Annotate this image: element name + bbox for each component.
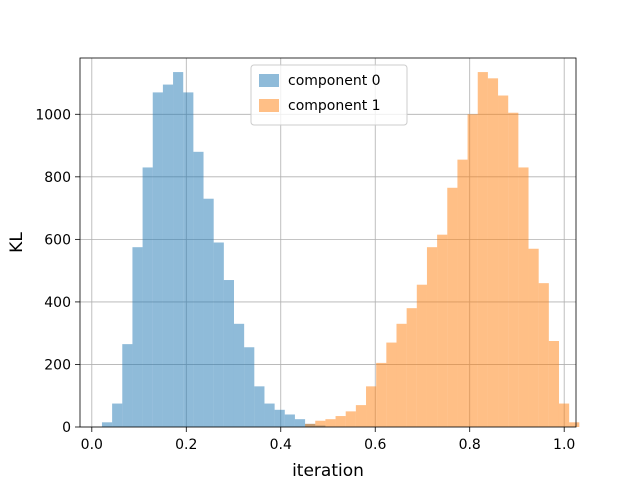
axis-ticks: 0.0 0.2 0.4 0.6 0.8 1.0 0 200 400 600 800 1000 — [35, 107, 575, 453]
histogram-bar-series-1 — [325, 419, 336, 427]
histogram-bar-series-1 — [487, 78, 499, 428]
histogram-bar-series-1 — [315, 420, 326, 427]
histogram-bar-series-1 — [366, 386, 377, 427]
histogram-bar-series-1 — [416, 284, 427, 427]
histogram-bar-series-1 — [518, 167, 529, 427]
y-tick-label: 800 — [44, 170, 71, 186]
histogram-bar-series-0 — [101, 422, 113, 427]
histogram-bar-series-0 — [122, 344, 133, 427]
histogram-bar-series-1 — [305, 423, 316, 427]
x-axis-label: iteration — [292, 461, 364, 480]
histogram-bar-series-1 — [355, 405, 367, 427]
y-tick-label: 600 — [44, 232, 71, 248]
x-tick-label: 0.4 — [270, 437, 292, 453]
histogram-bar-series-1 — [447, 187, 458, 427]
histogram-bar-series-1 — [457, 159, 468, 428]
histogram-bar-series-1 — [477, 72, 488, 428]
histogram-bar-series-0 — [193, 151, 204, 428]
histogram-bar-series-1 — [376, 362, 387, 427]
histogram-bar-series-0 — [264, 403, 275, 427]
histogram-bars — [101, 72, 580, 428]
histogram-bar-series-0 — [132, 247, 143, 427]
histogram-bar-series-1 — [467, 114, 478, 427]
legend-box — [250, 64, 408, 126]
histogram-bar-series-0 — [254, 386, 265, 427]
histogram-bar-series-1 — [426, 247, 438, 427]
histogram-bar-series-0 — [213, 242, 224, 427]
y-tick-label: 400 — [44, 295, 71, 311]
legend-swatch-series-0 — [259, 74, 279, 87]
x-tick-label: 0.0 — [81, 437, 103, 453]
histogram-bar-series-0 — [294, 419, 306, 427]
histogram-bar-series-1 — [406, 308, 417, 427]
histogram-bar-series-0 — [233, 323, 245, 427]
histogram-bar-series-0 — [244, 347, 255, 427]
legend: component 0 component 1 — [250, 64, 408, 126]
y-axis-label: KL — [7, 232, 27, 253]
histogram-bar-series-1 — [548, 341, 559, 427]
histogram-bar-series-0 — [162, 84, 174, 427]
histogram-bar-series-1 — [558, 403, 570, 427]
histogram-bar-series-1 — [386, 342, 397, 427]
histogram-bar-series-1 — [528, 248, 539, 427]
legend-label-series-0: component 0 — [288, 73, 381, 89]
histogram-bar-series-1 — [569, 422, 580, 427]
histogram-bar-series-0 — [274, 409, 285, 427]
legend-label-series-1: component 1 — [288, 98, 381, 114]
histogram-bar-series-0 — [173, 72, 184, 428]
x-tick-label: 0.8 — [459, 437, 481, 453]
histogram-bar-series-0 — [142, 167, 153, 427]
histogram-bar-series-0 — [183, 92, 194, 427]
histogram-bar-series-0 — [152, 92, 163, 427]
x-tick-label: 0.6 — [364, 437, 386, 453]
histogram-bar-series-0 — [223, 280, 234, 427]
histogram-bar-series-0 — [284, 414, 295, 427]
legend-swatch-series-1 — [259, 99, 279, 112]
histogram-bar-series-1 — [396, 323, 407, 427]
y-tick-label: 200 — [44, 357, 71, 373]
histogram-bar-series-1 — [498, 95, 509, 427]
histogram-bar-series-1 — [508, 112, 519, 427]
histogram-bar-series-0 — [112, 403, 123, 427]
histogram-bar-series-1 — [335, 416, 346, 427]
y-tick-label: 1000 — [35, 107, 71, 123]
x-tick-label: 0.2 — [175, 437, 197, 453]
plot-frame — [79, 57, 577, 428]
histogram-bar-series-1 — [538, 283, 549, 427]
histogram-bar-series-1 — [345, 411, 356, 427]
histogram-bar-series-0 — [203, 198, 214, 427]
x-tick-label: 1.0 — [553, 437, 575, 453]
histogram-bar-series-1 — [437, 234, 448, 427]
y-tick-label: 0 — [62, 420, 71, 436]
